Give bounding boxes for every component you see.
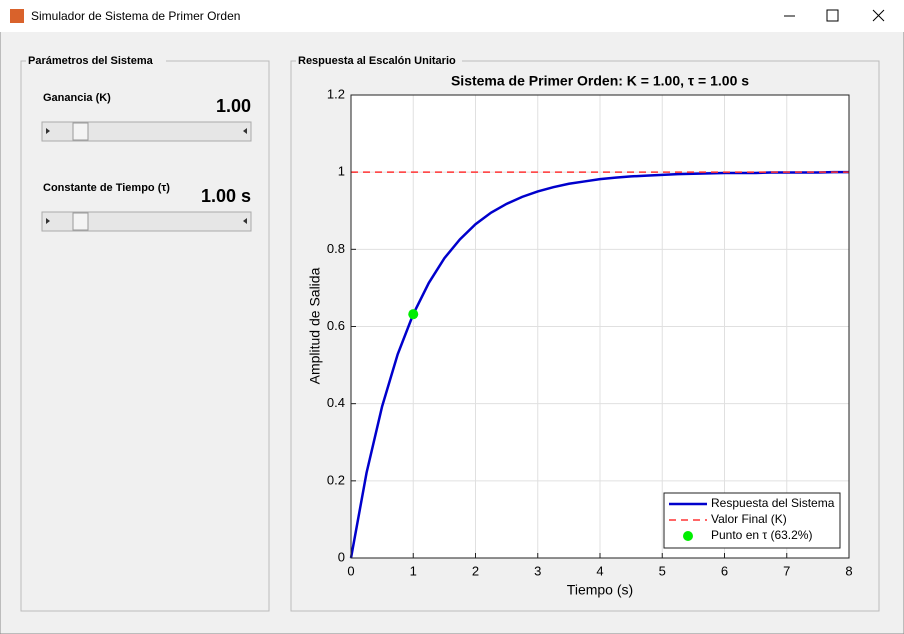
x-tick-label: 4 — [596, 563, 603, 578]
x-tick-label: 0 — [347, 563, 354, 578]
y-tick-label: 0.2 — [327, 472, 345, 487]
y-tick-label: 0.4 — [327, 395, 345, 410]
panel-label-bg — [26, 54, 166, 68]
y-tick-label: 0 — [338, 549, 345, 564]
slider-thumb[interactable] — [72, 122, 89, 141]
x-tick-label: 5 — [659, 563, 666, 578]
window-title: Simulador de Sistema de Primer Orden — [31, 9, 240, 23]
series-line — [349, 170, 849, 559]
panel-title: Respuesta al Escalón Unitario — [298, 55, 456, 67]
axes-box — [350, 94, 850, 559]
y-tick-label: 1.2 — [327, 86, 345, 101]
x-tick-label: 8 — [845, 563, 852, 578]
slider-track — [41, 211, 252, 232]
y-tick-label: 0.6 — [327, 318, 345, 333]
x-axis-label: Tiempo (s) — [567, 582, 633, 598]
close-button[interactable] — [872, 9, 885, 22]
response-panel — [290, 60, 880, 612]
chart-title: Sistema de Primer Orden: K = 1.00, τ = 1… — [451, 73, 749, 89]
value-display: 1.00 — [216, 96, 251, 116]
title-bar — [0, 0, 904, 32]
legend-entry: Respuesta del Sistema — [711, 496, 835, 510]
legend-swatch — [683, 531, 693, 541]
marker-point — [408, 309, 419, 320]
x-tick-label: 3 — [534, 563, 541, 578]
control-label: Constante de Tiempo (τ) — [43, 182, 170, 194]
legend-entry: Punto en τ (63.2%) — [711, 528, 812, 542]
x-tick-label: 1 — [410, 563, 417, 578]
x-tick-label: 2 — [472, 563, 479, 578]
y-tick-label: 0.8 — [327, 241, 345, 256]
slider[interactable] — [41, 211, 252, 232]
slider-track — [41, 121, 252, 142]
y-axis-label: Amplitud de Salida — [307, 267, 323, 384]
panel-title: Parámetros del Sistema — [28, 55, 154, 67]
slider[interactable] — [41, 121, 252, 142]
control-label: Ganancia (K) — [43, 92, 111, 104]
panel-label-bg — [296, 54, 462, 68]
maximize-button[interactable] — [826, 9, 839, 22]
legend-entry: Valor Final (K) — [711, 512, 787, 526]
app-icon — [10, 9, 24, 23]
x-tick-label: 7 — [783, 563, 790, 578]
slider-thumb[interactable] — [72, 212, 89, 231]
value-display: 1.00 s — [201, 186, 251, 206]
y-tick-label: 1 — [338, 164, 345, 179]
x-tick-label: 6 — [721, 563, 728, 578]
